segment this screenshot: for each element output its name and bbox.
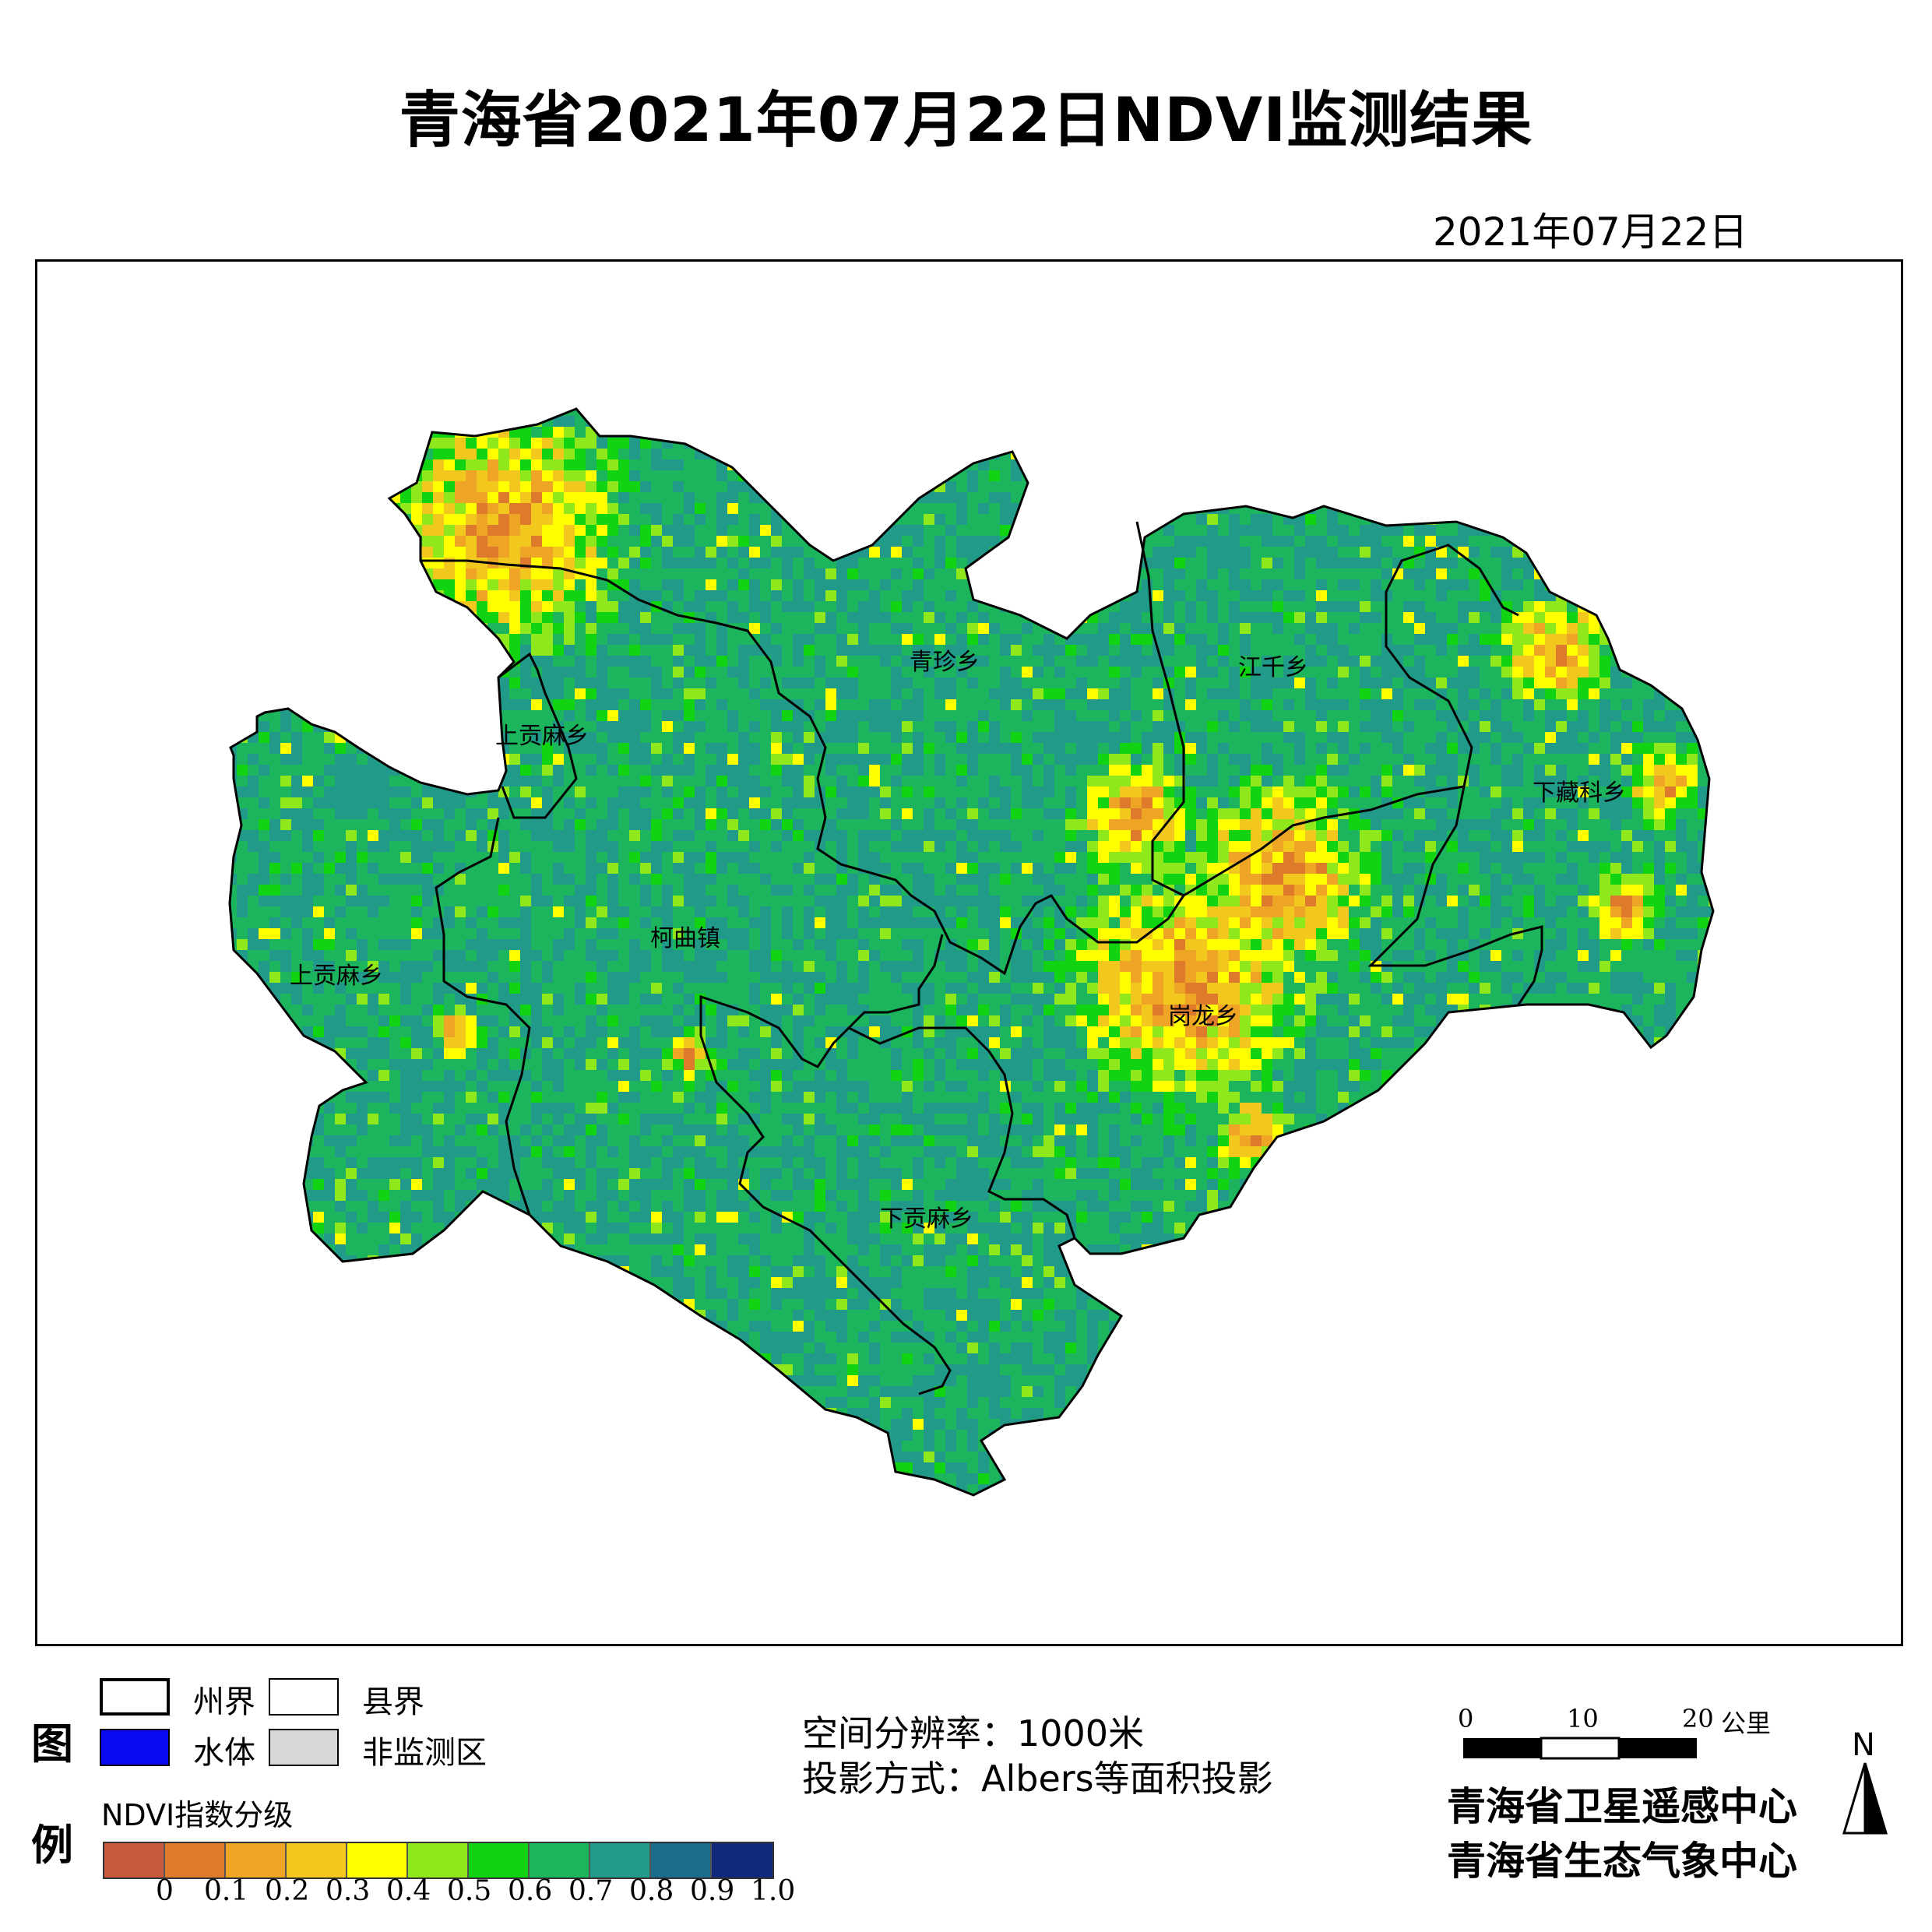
township-label-kequ: 柯曲镇 <box>650 925 720 952</box>
legend-title-1: 图 <box>31 1719 73 1768</box>
township-label-shanggongma-n: 上贡麻乡 <box>495 723 589 750</box>
ndvi-tick: 0.4 <box>386 1875 431 1907</box>
ndvi-class-7 <box>530 1843 590 1877</box>
ndvi-class-4 <box>347 1843 408 1877</box>
ndvi-tick: 0.7 <box>568 1875 614 1907</box>
township-boundary <box>848 1026 1076 1239</box>
ndvi-class-0 <box>104 1843 165 1877</box>
township-label-ganglong: 岗龙乡 <box>1168 1003 1238 1030</box>
township-boundary <box>699 934 952 1395</box>
township-label-xiazangke: 下藏科乡 <box>1533 779 1626 807</box>
ndvi-tick: 1.0 <box>751 1875 796 1907</box>
scale-unit: 公里 <box>1721 1709 1772 1738</box>
water-label: 水体 <box>193 1735 255 1771</box>
prefecture-boundary-swatch <box>100 1678 170 1716</box>
map-frame <box>35 259 1903 1646</box>
org-satellite-center: 青海省卫星遥感中心 <box>1447 1784 1797 1829</box>
org-eco-meteorology-center: 青海省生态气象中心 <box>1447 1839 1797 1884</box>
county-boundary-swatch <box>269 1678 339 1716</box>
ndvi-class-6 <box>469 1843 530 1877</box>
north-arrow-icon <box>1842 1762 1888 1835</box>
resolution-text: 空间分辨率：1000米 <box>802 1712 1145 1754</box>
scale-segment-3 <box>1619 1738 1697 1758</box>
non-monitored-label: 非监测区 <box>362 1735 487 1771</box>
scale-label-0: 0 <box>1458 1704 1474 1733</box>
north-label: N <box>1852 1727 1875 1763</box>
map-title: 青海省2021年07月22日NDVI监测结果 <box>399 86 1533 156</box>
ndvi-class-5 <box>408 1843 469 1877</box>
ndvi-class-8 <box>590 1843 651 1877</box>
township-boundary <box>1367 786 1543 1005</box>
ndvi-legend-title: NDVI指数分级 <box>101 1798 294 1832</box>
township-boundary <box>498 652 578 819</box>
scale-bar <box>1463 1737 1697 1760</box>
projection-text: 投影方式：Albers等面积投影 <box>802 1758 1273 1800</box>
ndvi-tick: 0.9 <box>690 1875 735 1907</box>
ndvi-class-3 <box>287 1843 347 1877</box>
scale-segment-2 <box>1540 1737 1621 1760</box>
prefecture-boundary <box>228 407 1715 1497</box>
non-monitored-swatch <box>269 1729 339 1766</box>
ndvi-tick: 0.2 <box>265 1875 310 1907</box>
ndvi-class-10 <box>712 1843 772 1877</box>
township-label-shanggongma-w: 上贡麻乡 <box>290 962 383 990</box>
township-boundary <box>435 817 531 1216</box>
ndvi-color-ramp <box>103 1842 774 1879</box>
map-date: 2021年07月22日 <box>1433 209 1748 255</box>
ndvi-tick: 0 <box>156 1875 174 1907</box>
county-boundary-label: 县界 <box>362 1684 424 1720</box>
township-label-jiangqian: 江千乡 <box>1238 654 1308 681</box>
township-boundaries <box>421 521 1543 1395</box>
township-boundary <box>1135 521 1185 897</box>
ndvi-tick: 0.6 <box>508 1875 553 1907</box>
ndvi-tick: 0.1 <box>204 1875 249 1907</box>
legend-title-2: 例 <box>31 1821 73 1870</box>
township-boundary <box>1183 544 1519 897</box>
scale-label-10: 10 <box>1567 1704 1599 1733</box>
scale-segment-1 <box>1463 1738 1541 1758</box>
ndvi-class-9 <box>651 1843 712 1877</box>
scale-label-20: 20 <box>1682 1704 1714 1733</box>
ndvi-tick: 0.5 <box>447 1875 492 1907</box>
township-label-xiagongma: 下贡麻乡 <box>880 1205 973 1233</box>
water-swatch <box>100 1729 170 1766</box>
ndvi-class-1 <box>165 1843 226 1877</box>
township-boundary <box>421 559 1185 976</box>
township-label-qingzhen: 青珍乡 <box>910 649 980 676</box>
prefecture-boundary-label: 州界 <box>193 1684 255 1720</box>
ndvi-tick: 0.3 <box>326 1875 371 1907</box>
ndvi-tick: 0.8 <box>629 1875 674 1907</box>
ndvi-class-2 <box>226 1843 287 1877</box>
